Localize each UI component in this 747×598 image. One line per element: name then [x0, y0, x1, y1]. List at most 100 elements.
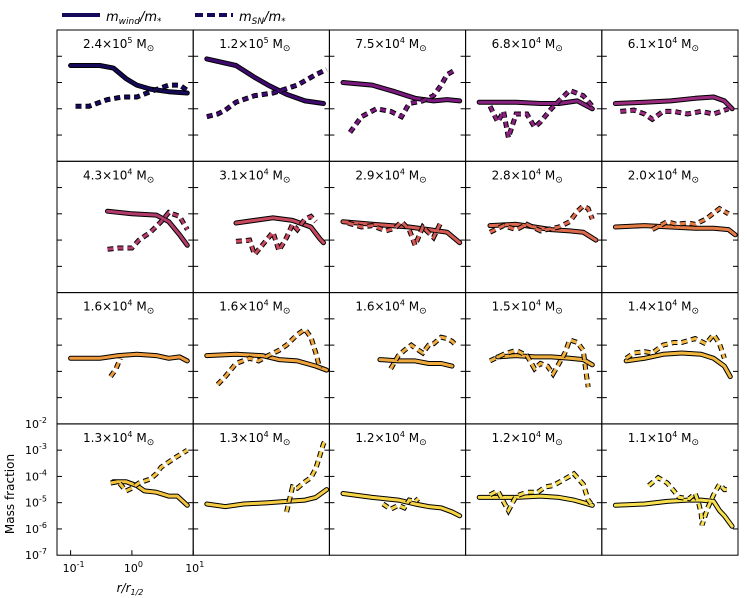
- y-tick-label: 10-4: [25, 468, 47, 483]
- panel: 1.4×104 M⊙: [601, 292, 739, 425]
- panel-mass-label: 2.0×104 M⊙: [628, 167, 699, 185]
- sn-line: [109, 357, 122, 378]
- wind-line: [69, 352, 189, 363]
- sn-line: [206, 68, 328, 119]
- wind-line: [69, 64, 189, 95]
- sn-line-outline: [347, 218, 444, 253]
- wind-line: [111, 480, 189, 507]
- sn-line: [651, 206, 730, 231]
- panel: 1.6×104 M⊙: [328, 292, 467, 425]
- sn-line: [382, 497, 420, 511]
- sn-line: [620, 107, 729, 122]
- panel: 6.8×104 M⊙: [465, 29, 603, 162]
- y-tick-label: 10-5: [25, 495, 47, 510]
- panel-mass-label: 1.2×105 M⊙: [219, 36, 290, 54]
- wind-line: [234, 216, 325, 245]
- sn-line: [347, 219, 443, 250]
- sn-line: [107, 210, 189, 251]
- x-tick-label: 101: [185, 560, 204, 575]
- axes-annotations: Mass fraction r/r1/2 10-1 100 101 10-2 10-3 1…: [3, 416, 204, 597]
- panel: 2.9×104 M⊙: [328, 160, 467, 294]
- panel-mass-label: 1.3×104 M⊙: [83, 430, 154, 448]
- panel-mass-label: 1.1×104 M⊙: [628, 430, 699, 448]
- wind-line: [341, 492, 462, 518]
- panel: 1.6×104 M⊙: [56, 292, 194, 425]
- wind-line: [488, 222, 598, 242]
- sn-line-outline: [620, 106, 730, 123]
- x-tick-label: 100: [124, 560, 143, 575]
- y-tick-label: 10-6: [25, 521, 47, 536]
- panel-frame: [601, 423, 739, 556]
- wind-line-outline: [204, 56, 326, 106]
- panel-mass-label: 1.6×104 M⊙: [83, 299, 154, 317]
- legend: mwind/m* mSN/m*: [62, 10, 286, 27]
- panel: 7.5×104 M⊙: [328, 29, 467, 162]
- wind-line: [205, 57, 325, 105]
- sn-line: [389, 335, 458, 370]
- y-tick-label: 10-7: [25, 547, 47, 562]
- sn-line: [75, 83, 189, 108]
- wind-line: [613, 95, 734, 111]
- panel: 3.1×104 M⊙: [192, 160, 330, 294]
- wind-line: [106, 209, 189, 247]
- sn-line: [110, 448, 189, 493]
- panel: 1.3×104 M⊙: [192, 423, 330, 556]
- panel-mass-label: 2.9×104 M⊙: [355, 167, 426, 185]
- panel: 1.2×104 M⊙: [465, 423, 603, 556]
- panel: 2.8×104 M⊙: [465, 160, 603, 294]
- sn-line: [348, 68, 457, 134]
- panel-grid: 2.4×105 M⊙ 1.2×105 M⊙ 7.5×104 M⊙ 6.8×104 M⊙…: [56, 29, 739, 556]
- sn-line: [489, 338, 590, 388]
- y-axis-label: Mass fraction: [3, 454, 17, 534]
- panel: 6.1×104 M⊙: [601, 29, 739, 162]
- wind-line: [477, 99, 594, 111]
- panel: 1.3×104 M⊙: [56, 423, 194, 556]
- panel-mass-label: 1.2×104 M⊙: [492, 430, 563, 448]
- panel-mass-label: 1.6×104 M⊙: [355, 299, 426, 317]
- panel-mass-label: 2.8×104 M⊙: [492, 167, 563, 185]
- sn-line: [647, 475, 729, 526]
- panel-mass-label: 1.3×104 M⊙: [219, 430, 290, 448]
- wind-line: [205, 352, 329, 372]
- panel: 1.2×105 M⊙: [192, 29, 330, 162]
- wind-line: [378, 358, 454, 368]
- panel: 2.4×105 M⊙: [56, 29, 194, 162]
- wind-line: [613, 498, 734, 528]
- panel-mass-label: 6.8×104 M⊙: [492, 36, 563, 54]
- panel-mass-label: 3.1×104 M⊙: [219, 167, 290, 185]
- sn-line: [235, 214, 317, 258]
- wind-line: [205, 488, 329, 509]
- wind-line: [341, 81, 462, 103]
- panel: 4.3×104 M⊙: [56, 160, 194, 294]
- panel: 1.6×104 M⊙: [192, 292, 330, 425]
- panel-mass-label: 7.5×104 M⊙: [355, 36, 426, 54]
- legend-wind-label: mwind/m*: [106, 10, 162, 27]
- sn-line: [216, 327, 322, 386]
- sn-line: [489, 471, 594, 514]
- wind-line: [624, 351, 732, 379]
- panel-mass-label: 1.4×104 M⊙: [628, 299, 699, 317]
- sn-line-outline: [75, 82, 189, 109]
- y-tick-label: 10-2: [25, 416, 47, 431]
- panel-mass-label: 1.6×104 M⊙: [219, 299, 290, 317]
- x-axis-label: r/r1/2: [117, 581, 144, 597]
- panel-mass-label: 1.2×104 M⊙: [355, 430, 426, 448]
- sn-line: [489, 204, 594, 234]
- panel-mass-label: 2.4×105 M⊙: [83, 36, 154, 54]
- panel-mass-label: 4.3×104 M⊙: [83, 167, 154, 185]
- x-tick-label: 10-1: [63, 560, 85, 575]
- sn-line: [285, 438, 328, 513]
- panel-mass-label: 6.1×104 M⊙: [628, 36, 699, 54]
- panel: 1.2×104 M⊙: [328, 423, 467, 556]
- panel: 1.5×104 M⊙: [465, 292, 603, 425]
- sn-line: [488, 88, 594, 139]
- y-tick-label: 10-3: [25, 442, 47, 457]
- legend-sn-label: mSN/m*: [239, 10, 286, 27]
- panel: 2.0×104 M⊙: [601, 160, 739, 294]
- panel-mass-label: 1.5×104 M⊙: [492, 299, 563, 317]
- wind-line-outline: [623, 350, 733, 380]
- panel: 1.1×104 M⊙: [601, 423, 739, 556]
- wind-line: [477, 494, 594, 507]
- wind-line: [613, 224, 737, 237]
